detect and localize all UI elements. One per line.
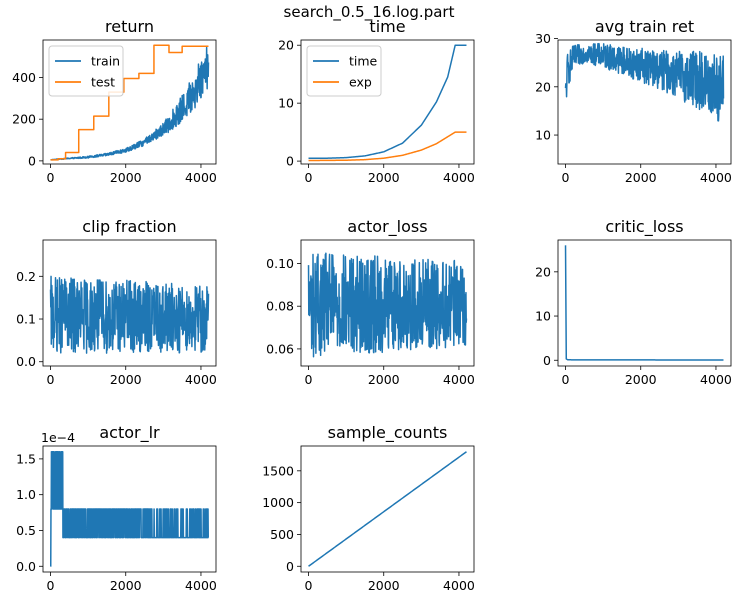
axes-frame: [300, 239, 475, 367]
y-tick-label: 30: [535, 31, 551, 46]
x-tick-label: 4000: [185, 170, 217, 185]
y-tick-label: 0.2: [16, 269, 36, 284]
x-tick-label: 2000: [368, 372, 400, 387]
y-tick-label: 0: [286, 559, 294, 574]
y-tick-label: 1.0: [16, 487, 36, 502]
legend-label: train: [91, 54, 120, 69]
y-tick-label: 20: [278, 38, 294, 53]
y-tick-label: 0.5: [16, 523, 36, 538]
y-tick-label: 0.1: [16, 312, 36, 327]
x-tick-label: 2000: [110, 170, 142, 185]
panel-sample_counts: sample_counts 0 2000 4000 0 500 1000 1500: [262, 423, 475, 593]
panel-title: time: [369, 17, 405, 36]
axes-frame: [42, 239, 217, 367]
axes-frame: [300, 39, 475, 165]
x-tick-label: 2000: [625, 170, 657, 185]
panel-avg_train_ret: avg train ret 0 2000 4000 10 20 30: [535, 17, 732, 185]
series-line: [49, 275, 210, 354]
y-tick-label: 400: [12, 70, 36, 85]
y-tick-label: 0.06: [266, 341, 294, 356]
x-tick-label: 0: [562, 170, 570, 185]
y-tick-label: 1500: [262, 463, 294, 478]
y-tick-label: 20: [535, 264, 551, 279]
series-line-exp: [308, 131, 467, 162]
panel-title: sample_counts: [328, 423, 448, 443]
legend: train test: [48, 45, 124, 97]
axes-frame: [42, 39, 217, 165]
x-tick-label: 4000: [700, 372, 732, 387]
y-tick-label: 1000: [262, 495, 294, 510]
y-tick-label: 1.5: [16, 451, 36, 466]
legend-label: test: [91, 75, 115, 90]
panel-title: actor_loss: [347, 217, 427, 237]
panel-title: actor_lr: [99, 423, 160, 443]
figure-suptitle: search_0.5_16.log.part: [284, 3, 455, 22]
x-tick-label: 2000: [110, 578, 142, 593]
series-line-time: [308, 44, 467, 159]
series-line: [564, 245, 724, 361]
x-tick-label: 0: [305, 372, 313, 387]
x-tick-label: 4000: [443, 578, 475, 593]
axes-frame: [557, 39, 732, 165]
x-tick-label: 4000: [443, 372, 475, 387]
y-tick-label: 0: [286, 154, 294, 169]
panel-title: avg train ret: [595, 17, 694, 36]
y-tick-label: 500: [270, 527, 294, 542]
panel-actor_lr: actor_lr 0 2000 4000 0.0 0.5 1.0 1.5 1e−4: [16, 423, 217, 593]
axes-frame: [300, 445, 475, 573]
series-line: [308, 451, 467, 567]
x-tick-label: 0: [47, 372, 55, 387]
panel-title: critic_loss: [605, 217, 683, 237]
panel-critic_loss: critic_loss 0 2000 4000 0 10 20: [535, 217, 732, 387]
y-tick-label: 0.10: [266, 256, 294, 271]
panel-time: time 0 2000 4000 0 10 20 time exp: [278, 17, 475, 185]
y-tick-label: 0.0: [16, 559, 36, 574]
x-tick-label: 0: [562, 372, 570, 387]
y-tick-label: 10: [535, 128, 551, 143]
x-tick-label: 2000: [368, 170, 400, 185]
panel-clip_fraction: clip fraction 0 2000 4000 0.0 0.1 0.2: [16, 217, 217, 387]
y-tick-label: 20: [535, 79, 551, 94]
axes-frame: [42, 445, 217, 573]
series-line: [307, 252, 468, 358]
axes-frame: [557, 239, 732, 367]
series-line: [564, 42, 725, 122]
legend-label: exp: [349, 75, 372, 90]
y-tick-label: 0.0: [16, 354, 36, 369]
y-tick-label: 0: [543, 353, 551, 368]
x-tick-label: 0: [305, 170, 313, 185]
panel-title: clip fraction: [82, 217, 176, 236]
x-tick-label: 0: [47, 578, 55, 593]
y-tick-label: 0: [28, 153, 36, 168]
y-tick-label: 10: [278, 96, 294, 111]
panel-actor_loss: actor_loss 0 2000 4000 0.06 0.08 0.10: [266, 217, 475, 387]
y-scale-label: 1e−4: [41, 430, 75, 445]
legend-label: time: [349, 54, 378, 69]
legend-box: [48, 45, 124, 97]
x-tick-label: 2000: [625, 372, 657, 387]
y-tick-label: 10: [535, 309, 551, 324]
x-tick-label: 2000: [110, 372, 142, 387]
x-tick-label: 0: [305, 578, 313, 593]
x-tick-label: 2000: [368, 578, 400, 593]
panel-return: return 0 2000 4000 0 200 400 train test: [12, 17, 217, 185]
x-tick-label: 4000: [443, 170, 475, 185]
x-tick-label: 4000: [700, 170, 732, 185]
series-line: [50, 450, 209, 568]
legend-box: [306, 45, 382, 97]
y-tick-label: 200: [12, 112, 36, 127]
x-tick-label: 0: [47, 170, 55, 185]
panel-title: return: [105, 17, 154, 36]
x-tick-label: 4000: [185, 372, 217, 387]
legend: time exp: [306, 45, 382, 97]
x-tick-label: 4000: [185, 578, 217, 593]
series-line-train: [50, 46, 210, 161]
y-tick-label: 0.08: [266, 299, 294, 314]
